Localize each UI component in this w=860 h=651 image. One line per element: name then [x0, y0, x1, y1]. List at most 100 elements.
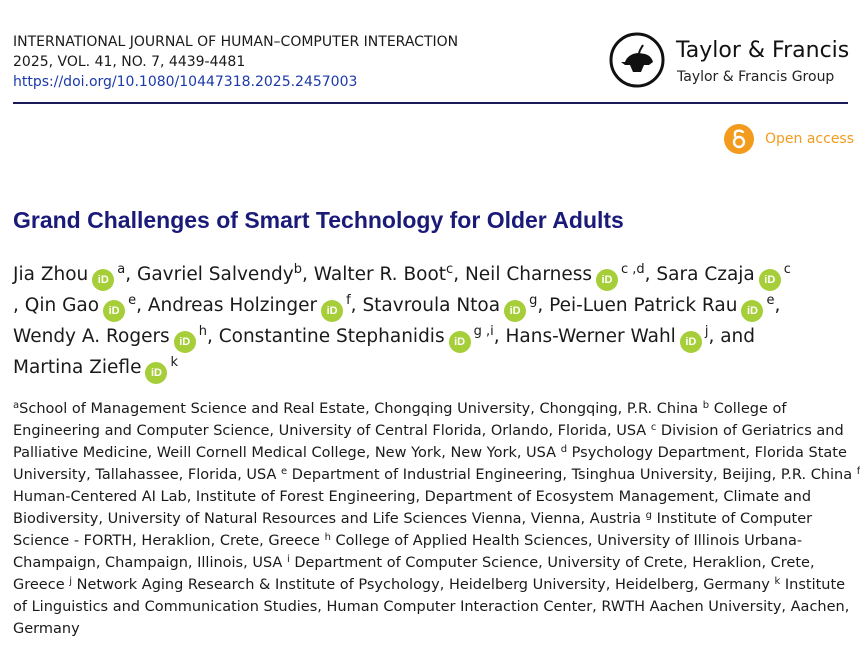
author-name[interactable]: Wendy A. Rogers — [13, 326, 170, 347]
author-affiliation-marker: c — [446, 262, 454, 277]
journal-issue: 2025, VOL. 41, NO. 7, 4439-4481 — [13, 54, 246, 70]
affiliation-text: College of Applied Health Sciences, Univ… — [330, 533, 803, 549]
orcid-icon[interactable]: iD — [504, 300, 527, 322]
affiliation-text: Psychology Department, Florida State — [567, 445, 847, 461]
orcid-icon[interactable]: iD — [448, 331, 471, 353]
article-title: Grand Challenges of Smart Technology for… — [13, 207, 624, 233]
journal-name: INTERNATIONAL JOURNAL OF HUMAN–COMPUTER … — [13, 34, 459, 50]
author-affiliation-marker: c — [783, 262, 791, 277]
affiliation-text: Champaign, Champaign, Illinois, USA — [13, 555, 287, 571]
affiliation-text: Biodiversity, University of Natural Reso… — [13, 511, 646, 527]
affiliations-block: aSchool of Management Science and Real E… — [13, 398, 860, 640]
author-separator: , — [644, 264, 657, 285]
author-name[interactable]: Martina Ziefle — [13, 357, 142, 378]
orcid-icon[interactable]: iD — [758, 269, 781, 291]
affiliation-line: of Linguistics and Communication Studies… — [13, 596, 853, 618]
orcid-icon[interactable]: iD — [741, 300, 764, 322]
author-name[interactable]: Pei-Luen Patrick Rau — [549, 295, 738, 316]
publisher-brand: Taylor & Francis Taylor & Francis Group — [609, 32, 851, 92]
author-affiliation-marker: b — [293, 262, 303, 277]
affiliation-marker: c — [650, 422, 657, 433]
author-name[interactable]: Jia Zhou — [13, 264, 89, 285]
affiliation-marker: h — [324, 532, 331, 543]
affiliation-marker: d — [560, 444, 568, 455]
author-separator: , — [302, 264, 314, 285]
author-name[interactable]: Qin Gao — [24, 295, 100, 316]
author-separator: , — [206, 326, 219, 347]
author-separator: , — [125, 264, 137, 285]
author-name[interactable]: Neil Charness — [464, 264, 592, 285]
lamp-logo-icon — [609, 32, 665, 88]
author-name[interactable]: Walter R. Boot — [313, 264, 447, 285]
doi-link[interactable]: https://doi.org/10.1080/10447318.2025.24… — [13, 74, 358, 90]
affiliation-line: Germany — [13, 618, 853, 640]
orcid-icon[interactable]: iD — [321, 300, 344, 322]
author-name[interactable]: Andreas Holzinger — [147, 295, 318, 316]
affiliation-text: University, Tallahassee, Florida, USA — [13, 467, 282, 483]
author-affiliation-marker: e — [128, 293, 137, 308]
publisher-group: Taylor & Francis Group — [677, 69, 835, 85]
author-separator: , — [136, 295, 148, 316]
author-separator: , — [13, 295, 25, 316]
author-name[interactable]: Sara Czaja — [656, 264, 755, 285]
header-divider — [13, 102, 848, 104]
orcid-icon[interactable]: iD — [679, 331, 702, 353]
affiliation-text: Department of Computer Science, Universi… — [289, 555, 815, 571]
affiliation-line: Biodiversity, University of Natural Reso… — [13, 508, 853, 530]
author-separator: , — [493, 326, 506, 347]
author-affiliation-marker: f — [346, 293, 351, 308]
author-line: Martina Ziefle iDk — [13, 353, 858, 384]
affiliation-text: Engineering and Computer Science, Univer… — [13, 423, 651, 439]
orcid-icon[interactable]: iD — [92, 269, 115, 291]
author-line: Wendy A. Rogers iDh, Constantine Stephani… — [13, 322, 858, 353]
affiliation-marker: j — [69, 576, 73, 587]
author-affiliation-marker: k — [170, 355, 179, 370]
affiliation-text: Science - FORTH, Heraklion, Crete, Greec… — [13, 533, 325, 549]
affiliation-text: Institute of Computer — [651, 511, 813, 527]
affiliation-line: Greece j Network Aging Research & Instit… — [13, 574, 853, 596]
affiliation-text: School of Management Science and Real Es… — [19, 401, 699, 417]
author-affiliation-marker: h — [198, 324, 207, 339]
orcid-icon[interactable]: iD — [103, 300, 126, 322]
affiliation-line: Palliative Medicine, Weill Cornell Medic… — [13, 442, 853, 464]
journal-header: INTERNATIONAL JOURNAL OF HUMAN–COMPUTER … — [13, 32, 458, 92]
open-access-icon — [724, 124, 754, 154]
orcid-icon[interactable]: iD — [145, 362, 168, 384]
affiliation-marker: e — [281, 466, 288, 477]
affiliation-marker: b — [702, 400, 710, 411]
publisher-name: Taylor & Francis — [676, 38, 850, 63]
affiliation-text: Palliative Medicine, Weill Cornell Medic… — [13, 445, 561, 461]
author-line: , Qin Gao iDe, Andreas Holzinger iDf, Stav… — [13, 291, 858, 322]
author-separator: , — [453, 264, 465, 285]
affiliation-marker: a — [13, 400, 20, 411]
affiliation-marker: k — [774, 576, 781, 587]
affiliation-text: Greece — [13, 577, 70, 593]
author-line: Jia Zhou iDa, Gavriel Salvendyb, Walter R… — [13, 260, 858, 291]
author-name[interactable]: Hans-Werner Wahl — [505, 326, 676, 347]
author-affiliation-marker: a — [117, 262, 126, 277]
author-name[interactable]: Constantine Stephanidis — [218, 326, 445, 347]
affiliation-text: Germany — [13, 621, 80, 637]
author-list: Jia Zhou iDa, Gavriel Salvendyb, Walter R… — [13, 260, 858, 384]
author-affiliation-marker: g ,i — [473, 324, 494, 339]
orcid-icon[interactable]: iD — [595, 269, 618, 291]
open-access-badge[interactable]: Open access — [724, 124, 854, 154]
affiliation-text: College of — [709, 401, 787, 417]
author-name[interactable]: Stavroula Ntoa — [362, 295, 501, 316]
affiliation-text: Network Aging Research & Institute of Ps… — [72, 577, 775, 593]
affiliation-marker: g — [645, 510, 652, 521]
orcid-icon[interactable]: iD — [173, 331, 196, 353]
affiliation-text: Department of Industrial Engineering, Ts… — [287, 467, 857, 483]
affiliation-text: Institute — [780, 577, 846, 593]
affiliation-text: Division of Geriatrics and — [656, 423, 844, 439]
author-name[interactable]: Gavriel Salvendy — [137, 264, 294, 285]
open-access-label: Open access — [765, 131, 855, 147]
author-affiliation-marker: c ,d — [620, 262, 645, 277]
author-affiliation-marker: g — [529, 293, 538, 308]
affiliation-line: Human-Centered AI Lab, Institute of Fore… — [13, 486, 853, 508]
affiliation-line: Science - FORTH, Heraklion, Crete, Greec… — [13, 530, 853, 552]
affiliation-line: aSchool of Management Science and Real E… — [13, 398, 853, 420]
author-affiliation-marker: j — [704, 324, 709, 339]
author-separator: , — [350, 295, 363, 316]
affiliation-line: Engineering and Computer Science, Univer… — [13, 420, 853, 442]
